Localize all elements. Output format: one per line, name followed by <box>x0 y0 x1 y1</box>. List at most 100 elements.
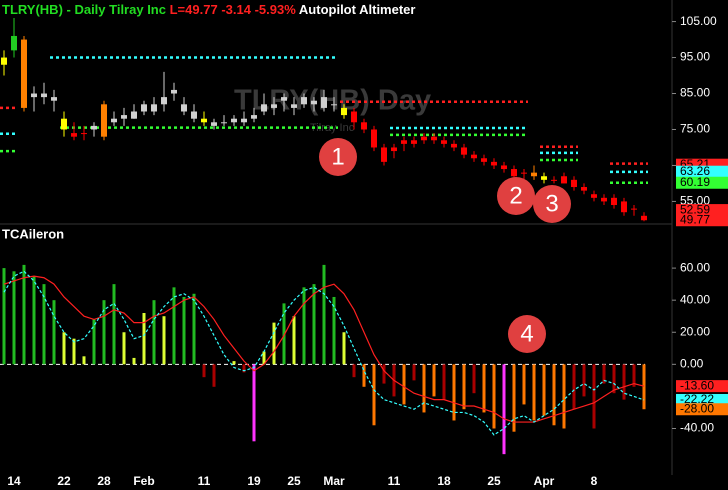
histogram-bar <box>82 356 86 365</box>
candle-body <box>361 122 367 130</box>
histogram-bar <box>412 364 416 381</box>
candle-body <box>491 161 497 166</box>
histogram-bar <box>562 364 566 429</box>
header-last: L=49.77 <box>170 2 218 17</box>
histogram-bar <box>282 303 286 365</box>
header-symbol: TLRY(HB) - Daily Tilray Inc <box>2 2 166 17</box>
histogram-bar <box>212 364 216 387</box>
value-tag-label: 52.59 <box>680 202 710 216</box>
header-pct: -5.93% <box>255 2 297 17</box>
candle-body <box>391 147 397 152</box>
candle-body <box>41 93 47 98</box>
x-tick-label: Mar <box>323 474 345 488</box>
candle-body <box>461 147 467 155</box>
histogram-bar <box>572 364 576 410</box>
candle-body <box>371 129 377 148</box>
histogram-bar <box>512 364 516 432</box>
histogram-bar <box>122 332 126 365</box>
y-tick-label: 85.00 <box>680 86 710 100</box>
candle-body <box>121 115 127 119</box>
histogram-bar <box>102 300 106 365</box>
value-tag-label: -13.60 <box>680 378 714 392</box>
y-tick-label: 95.00 <box>680 50 710 64</box>
histogram-bar <box>492 364 496 429</box>
candle-body <box>11 35 17 51</box>
histogram-bar <box>242 364 246 373</box>
candle-body <box>31 93 37 98</box>
candle-body <box>341 107 347 116</box>
histogram-bar <box>442 364 446 400</box>
y-tick-label: 20.00 <box>680 324 710 338</box>
histogram-bar <box>112 284 116 365</box>
value-tag <box>676 165 728 178</box>
histogram-bar <box>612 364 616 394</box>
y-tick-label: 105.00 <box>680 14 717 28</box>
candle-body <box>531 172 537 177</box>
annotation-label: 2 <box>509 182 522 209</box>
x-tick-label: 25 <box>287 474 301 488</box>
candle-body <box>331 104 337 106</box>
histogram-bar <box>52 300 56 365</box>
annotation-label: 4 <box>520 320 533 347</box>
histogram-bar <box>232 361 236 365</box>
candle-body <box>631 208 637 210</box>
value-tag <box>676 176 728 189</box>
histogram-bar <box>22 264 26 365</box>
x-tick-label: 22 <box>57 474 71 488</box>
candle-body <box>611 197 617 206</box>
candle-body <box>171 89 177 94</box>
value-tag <box>676 204 728 217</box>
histogram-bar <box>252 364 256 442</box>
histogram-bar <box>262 351 266 365</box>
candle-body <box>481 158 487 162</box>
value-tag-label: -28.00 <box>680 401 714 415</box>
x-tick-label: Apr <box>534 474 555 488</box>
candle-body <box>421 136 427 141</box>
y-tick-label: 60.00 <box>680 260 710 274</box>
y-tick-label: -40.00 <box>680 421 714 435</box>
histogram-bar <box>452 364 456 421</box>
histogram-bar <box>152 300 156 365</box>
candle-body <box>181 104 187 112</box>
candle-body <box>511 169 517 177</box>
candle-body <box>191 111 197 119</box>
candle-body <box>301 97 307 105</box>
candle-body <box>641 215 647 221</box>
histogram-bar <box>162 316 166 365</box>
histogram-bar <box>272 322 276 365</box>
candle-body <box>251 115 257 119</box>
histogram-bar <box>302 287 306 365</box>
candle-body <box>441 140 447 144</box>
histogram-bar <box>132 357 136 365</box>
value-tag <box>676 403 728 416</box>
histogram-bar <box>552 364 556 426</box>
candle-body <box>311 100 317 105</box>
y-tick-label: 40.00 <box>680 292 710 306</box>
annotation-label: 3 <box>545 190 558 217</box>
histogram-bar <box>402 364 406 405</box>
histogram-bar <box>432 364 436 397</box>
value-tag <box>676 380 728 393</box>
histogram-bar <box>642 364 646 410</box>
histogram-bar <box>92 319 96 365</box>
annotation-marker <box>319 138 357 176</box>
histogram-bar <box>372 364 376 426</box>
candle-body <box>111 118 117 123</box>
annotation-label: 1 <box>331 143 344 170</box>
header: TLRY(HB) - Daily Tilray Inc L=49.77 -3.1… <box>2 2 415 17</box>
candle-body <box>261 104 267 112</box>
value-tag-label: -22.22 <box>680 392 714 406</box>
candle-body <box>591 194 597 198</box>
candle-body <box>561 176 567 184</box>
x-tick-label: 11 <box>198 474 211 488</box>
candle-body <box>241 118 247 123</box>
panel-title: TCAileron <box>2 226 64 241</box>
x-tick-label: Feb <box>133 474 154 488</box>
histogram-bar <box>462 364 466 410</box>
histogram-bar <box>632 364 636 387</box>
candle-body <box>211 122 217 126</box>
candle-body <box>601 197 607 202</box>
histogram-bar <box>362 364 366 387</box>
histogram-bar <box>522 364 526 405</box>
candle-body <box>71 133 77 137</box>
